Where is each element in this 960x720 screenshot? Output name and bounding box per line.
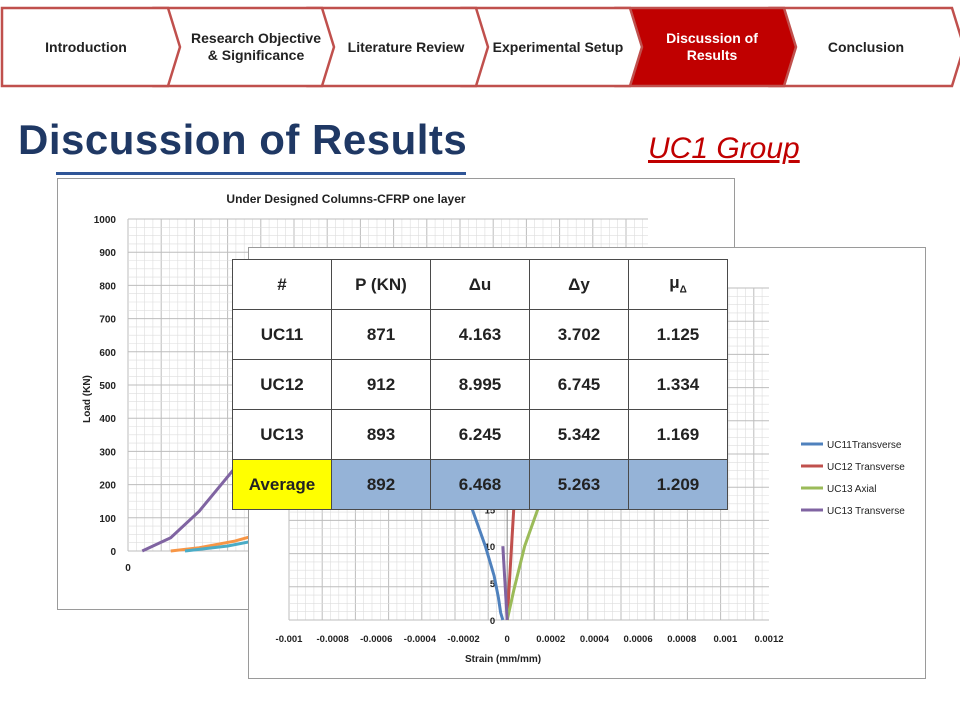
table-cell: 4.163 [430,309,530,360]
table-header-cell: Δu [430,259,530,310]
table-cell: 892 [331,459,431,510]
table-cell: 6.745 [529,359,629,410]
x-tick-label: -0.001 [276,634,304,645]
nav-step-conclusion[interactable]: Conclusion [827,38,905,55]
y-tick-label: 10 [485,542,496,553]
table-header-row: # P (KN) Δu Δy μΔ [232,259,728,310]
table-cell: 1.209 [628,459,728,510]
nav-chevrons [0,6,960,88]
series-line [505,509,516,621]
y-tick-label: 200 [99,481,116,492]
x-tick-label: 0.001 [713,634,737,645]
x-tick-label: -0.0002 [447,634,479,645]
table-header-cell-mu: μΔ [628,259,728,310]
x-tick-label: -0.0006 [360,634,392,645]
series-line [501,546,509,621]
strain-chart-xlabel: Strain (mm/mm) [465,654,541,665]
results-table: # P (KN) Δu Δy μΔ UC11 871 4.163 3.702 1… [232,259,728,510]
y-tick-label: 900 [99,248,116,259]
table-row: UC11 871 4.163 3.702 1.125 [232,309,728,360]
title-underline [56,172,466,175]
table-cell: 6.245 [430,409,530,460]
x-tick-label: 0.0002 [536,634,565,645]
table-row: UC12 912 8.995 6.745 1.334 [232,359,728,410]
y-tick-label: 500 [99,381,116,392]
series-line [505,508,540,621]
table-average-row: Average 892 6.468 5.263 1.209 [232,459,728,510]
table-cell: 871 [331,309,431,360]
table-cell: 1.334 [628,359,728,410]
mu-symbol: μ [669,273,680,293]
x-tick-label: 0.0006 [624,634,653,645]
table-cell: 1.125 [628,309,728,360]
table-header-cell: P (KN) [331,259,431,310]
nav-step-discussion-of-results[interactable]: Discussion of Results [666,30,758,63]
y-tick-label: 15 [485,505,496,516]
table-cell: UC11 [232,309,332,360]
mu-subscript: Δ [679,284,687,296]
group-label: UC1 Group [648,132,800,165]
table-cell: 8.995 [430,359,530,410]
table-cell: 5.263 [529,459,629,510]
table-cell: UC12 [232,359,332,410]
table-cell: 3.702 [529,309,629,360]
legend-label: UC13 Axial [827,484,876,495]
nav-chevron-shape [0,6,182,88]
y-tick-label: 800 [99,281,116,292]
x-tick-label: -0.0004 [404,634,437,645]
load-chart-title: Under Designed Columns-CFRP one layer [226,192,465,206]
y-tick-label: 0 [490,616,495,627]
y-tick-label: 300 [99,447,116,458]
series-line [470,508,505,621]
progress-nav: Introduction Research Objective & Signif… [0,0,960,92]
table-cell: 5.342 [529,409,629,460]
table-header-cell: Δy [529,259,629,310]
y-tick-label: 600 [99,348,116,359]
table-cell: UC13 [232,409,332,460]
nav-step-research-objective[interactable]: Research Objective & Significance [191,30,321,63]
legend-label: UC12 Transverse [827,462,905,473]
table-cell: 1.169 [628,409,728,460]
y-tick-label: 400 [99,414,116,425]
table-cell: 6.468 [430,459,530,510]
x-tick-label: 0 [505,634,510,645]
x-tick-label: 0.0012 [754,634,783,645]
page-title: Discussion of Results [18,116,468,163]
nav-step-literature-review[interactable]: Literature Review [347,38,465,55]
nav-step-experimental-setup[interactable]: Experimental Setup [492,38,624,55]
x-tick-label: 0.0008 [667,634,696,645]
table-cell-average-label: Average [232,459,332,510]
legend-label: UC11Transverse [827,440,902,451]
table-cell: 893 [331,409,431,460]
x-tick-label: -0.0008 [317,634,349,645]
y-tick-label: 0 [110,547,116,558]
load-chart-ylabel: Load (KN) [82,375,93,423]
table-header-cell: # [232,259,332,310]
x-tick-label: 0 [125,563,131,574]
table-row: UC13 893 6.245 5.342 1.169 [232,409,728,460]
legend-label: UC13 Transverse [827,506,905,517]
nav-step-introduction[interactable]: Introduction [45,38,127,55]
y-tick-label: 5 [490,579,496,590]
x-tick-label: 0.0004 [580,634,610,645]
y-tick-label: 700 [99,315,116,326]
y-tick-label: 100 [99,514,116,525]
table-cell: 912 [331,359,431,410]
y-tick-label: 1000 [94,215,117,226]
